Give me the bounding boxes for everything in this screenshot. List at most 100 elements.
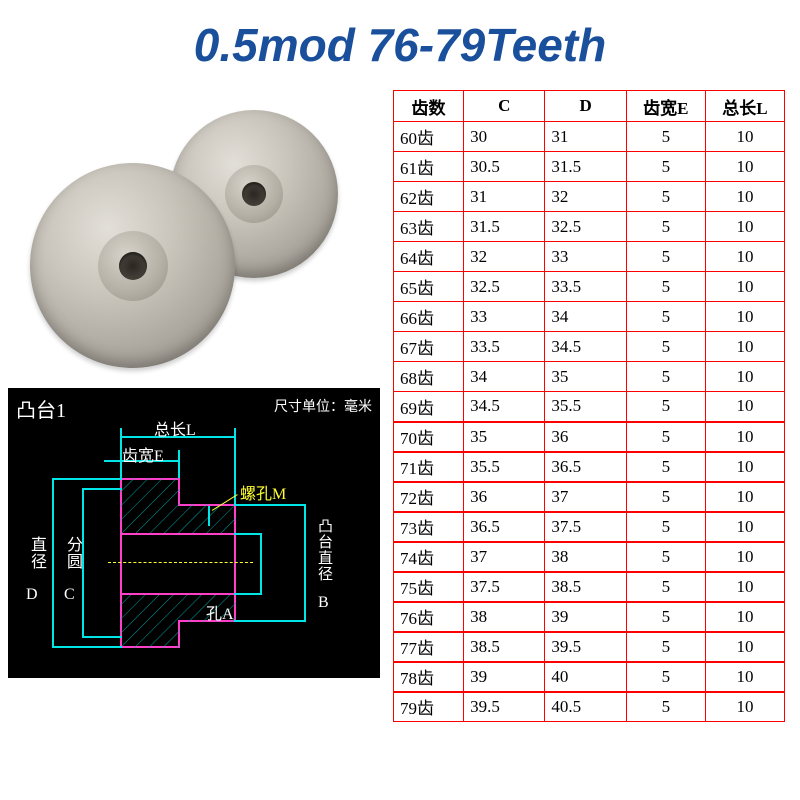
table-cell: 5	[626, 512, 705, 542]
table-row: 79齿39.540.5510	[394, 692, 785, 722]
table-cell: 10	[705, 542, 784, 572]
table-cell: 79齿	[394, 692, 464, 722]
table-row: 60齿3031510	[394, 122, 785, 152]
table-cell: 10	[705, 392, 784, 422]
table-cell: 5	[626, 242, 705, 272]
table-cell: 35.5	[464, 452, 545, 482]
content-row: 凸台1 尺寸单位：毫米	[0, 90, 800, 722]
table-cell: 66齿	[394, 302, 464, 332]
table-cell: 37	[545, 482, 626, 512]
cad-label-boss-b: 凸台直径	[314, 518, 335, 582]
gear-front-icon	[30, 163, 235, 368]
table-cell: 75齿	[394, 572, 464, 602]
cad-centerline	[108, 562, 253, 563]
table-cell: 39.5	[464, 692, 545, 722]
table-row: 76齿3839510	[394, 602, 785, 632]
table-cell: 10	[705, 422, 784, 452]
cad-dim-line	[52, 478, 54, 648]
table-cell: 64齿	[394, 242, 464, 272]
table-cell: 5	[626, 632, 705, 662]
table-cell: 34.5	[464, 392, 545, 422]
table-cell: 10	[705, 572, 784, 602]
table-cell: 36.5	[545, 452, 626, 482]
table-cell: 78齿	[394, 662, 464, 692]
table-cell: 65齿	[394, 272, 464, 302]
table-row: 71齿35.536.5510	[394, 452, 785, 482]
table-cell: 39.5	[545, 632, 626, 662]
cad-label-pitch-c2: C	[64, 586, 75, 604]
page-title: 0.5mod 76-79Teeth	[0, 0, 800, 82]
cad-dim-line	[208, 506, 210, 526]
table-cell: 10	[705, 662, 784, 692]
table-cell: 67齿	[394, 332, 464, 362]
right-column: 齿数 C D 齿宽E 总长L 60齿303151061齿30.531.55106…	[385, 90, 785, 722]
table-cell: 10	[705, 122, 784, 152]
table-head: 齿数 C D 齿宽E 总长L	[394, 91, 785, 122]
table-cell: 40	[545, 662, 626, 692]
table-row: 72齿3637510	[394, 482, 785, 512]
col-header: C	[464, 91, 545, 122]
table-cell: 10	[705, 332, 784, 362]
table-cell: 10	[705, 632, 784, 662]
table-cell: 77齿	[394, 632, 464, 662]
cad-dim-line	[234, 428, 236, 504]
col-header: 总长L	[705, 91, 784, 122]
table-cell: 71齿	[394, 452, 464, 482]
table-cell: 10	[705, 212, 784, 242]
table-row: 77齿38.539.5510	[394, 632, 785, 662]
table-cell: 39	[545, 602, 626, 632]
table-row: 69齿34.535.5510	[394, 392, 785, 422]
cad-unit: 尺寸单位：毫米	[274, 396, 372, 416]
table-cell: 35	[545, 362, 626, 392]
cad-dim-line	[52, 646, 122, 648]
table-cell: 5	[626, 272, 705, 302]
table-cell: 5	[626, 302, 705, 332]
table-cell: 35	[464, 422, 545, 452]
table-cell: 32.5	[464, 272, 545, 302]
table-row: 65齿32.533.5510	[394, 272, 785, 302]
table-cell: 10	[705, 362, 784, 392]
table-cell: 5	[626, 692, 705, 722]
table-cell: 5	[626, 392, 705, 422]
table-cell: 5	[626, 602, 705, 632]
table-cell: 5	[626, 542, 705, 572]
table-cell: 31.5	[545, 152, 626, 182]
table-row: 75齿37.538.5510	[394, 572, 785, 602]
col-header: 齿数	[394, 91, 464, 122]
table-cell: 10	[705, 152, 784, 182]
table-cell: 38	[464, 602, 545, 632]
cad-label-hole-a: 孔A	[206, 600, 234, 624]
cad-dim-line	[234, 504, 306, 506]
table-row: 66齿3334510	[394, 302, 785, 332]
table-cell: 74齿	[394, 542, 464, 572]
table-cell: 62齿	[394, 182, 464, 212]
table-cell: 32	[545, 182, 626, 212]
table-cell: 38.5	[464, 632, 545, 662]
table-cell: 30.5	[464, 152, 545, 182]
table-cell: 10	[705, 182, 784, 212]
table-row: 67齿33.534.5510	[394, 332, 785, 362]
cad-dim-line	[234, 620, 306, 622]
cad-label-tooth-width: 齿宽E	[122, 442, 164, 466]
table-cell: 40.5	[545, 692, 626, 722]
cad-label-pitch-c: 分圆	[60, 536, 84, 570]
table-cell: 33.5	[464, 332, 545, 362]
table-cell: 5	[626, 662, 705, 692]
table-cell: 5	[626, 362, 705, 392]
col-header: 齿宽E	[626, 91, 705, 122]
table-cell: 37	[464, 542, 545, 572]
table-cell: 10	[705, 452, 784, 482]
cad-label-total-len: 总长L	[154, 416, 196, 440]
table-cell: 36	[545, 422, 626, 452]
table-cell: 10	[705, 692, 784, 722]
table-cell: 69齿	[394, 392, 464, 422]
table-cell: 10	[705, 602, 784, 632]
table-cell: 5	[626, 482, 705, 512]
cad-dim-line	[178, 450, 180, 478]
table-cell: 5	[626, 122, 705, 152]
table-row: 73齿36.537.5510	[394, 512, 785, 542]
table-body-a: 60齿303151061齿30.531.551062齿313251063齿31.…	[394, 122, 785, 422]
table-row: 68齿3435510	[394, 362, 785, 392]
table-header-row: 齿数 C D 齿宽E 总长L	[394, 91, 785, 122]
table-cell: 32	[464, 242, 545, 272]
